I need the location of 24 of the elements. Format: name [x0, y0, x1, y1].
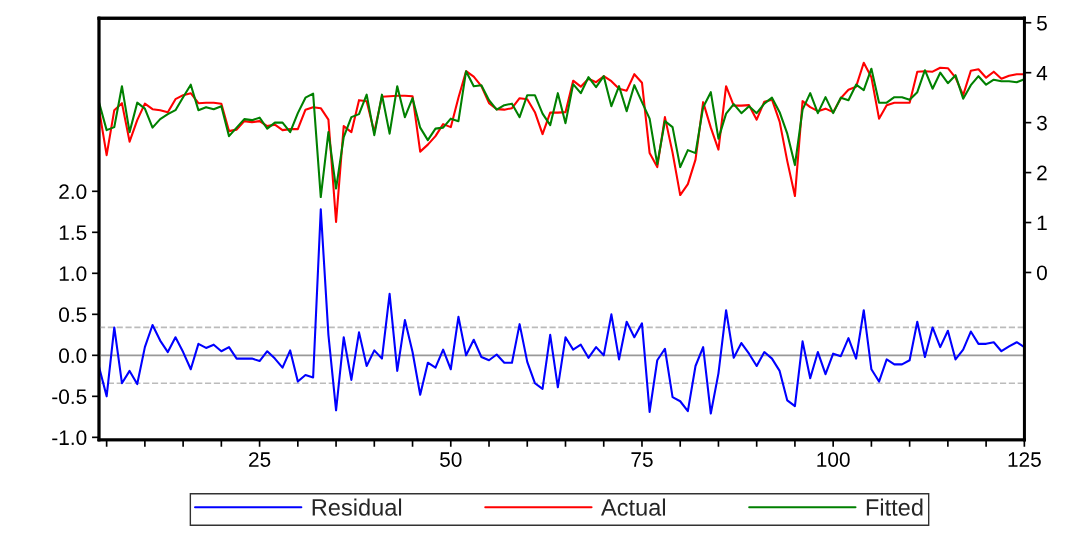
y-tick-label: 0.5 — [59, 307, 87, 323]
y-tick-label: 2.0 — [59, 184, 87, 200]
x-tick-label: 125 — [1008, 452, 1041, 467]
y2-tick-label: 0 — [1036, 265, 1047, 281]
y2-tick-label: 1 — [1037, 215, 1047, 231]
y2-tick-label: 4 — [1036, 65, 1048, 81]
x-tick-label: 75 — [631, 452, 653, 467]
y-tick-label: 1.5 — [59, 225, 87, 241]
y-tick-label: -1.0 — [52, 430, 87, 446]
y2-tick-label: 3 — [1036, 115, 1047, 131]
y-tick-label: -0.5 — [52, 389, 87, 405]
x-tick-label: 25 — [249, 452, 271, 467]
y2-tick-label: 5 — [1036, 15, 1047, 31]
legend-label: Actual — [601, 498, 666, 516]
x-tick-label: 100 — [817, 452, 850, 467]
line-series — [98, 61, 1025, 224]
line-series — [98, 208, 1025, 415]
y-tick-label: 0.0 — [59, 348, 87, 364]
y2-tick-label: 2 — [1037, 165, 1047, 181]
legend-label: Residual — [312, 498, 402, 516]
y-tick-label: 1.0 — [59, 266, 87, 282]
x-tick-label: 50 — [440, 452, 462, 467]
legend-label: Fitted — [866, 498, 923, 516]
line-series — [98, 67, 1025, 199]
